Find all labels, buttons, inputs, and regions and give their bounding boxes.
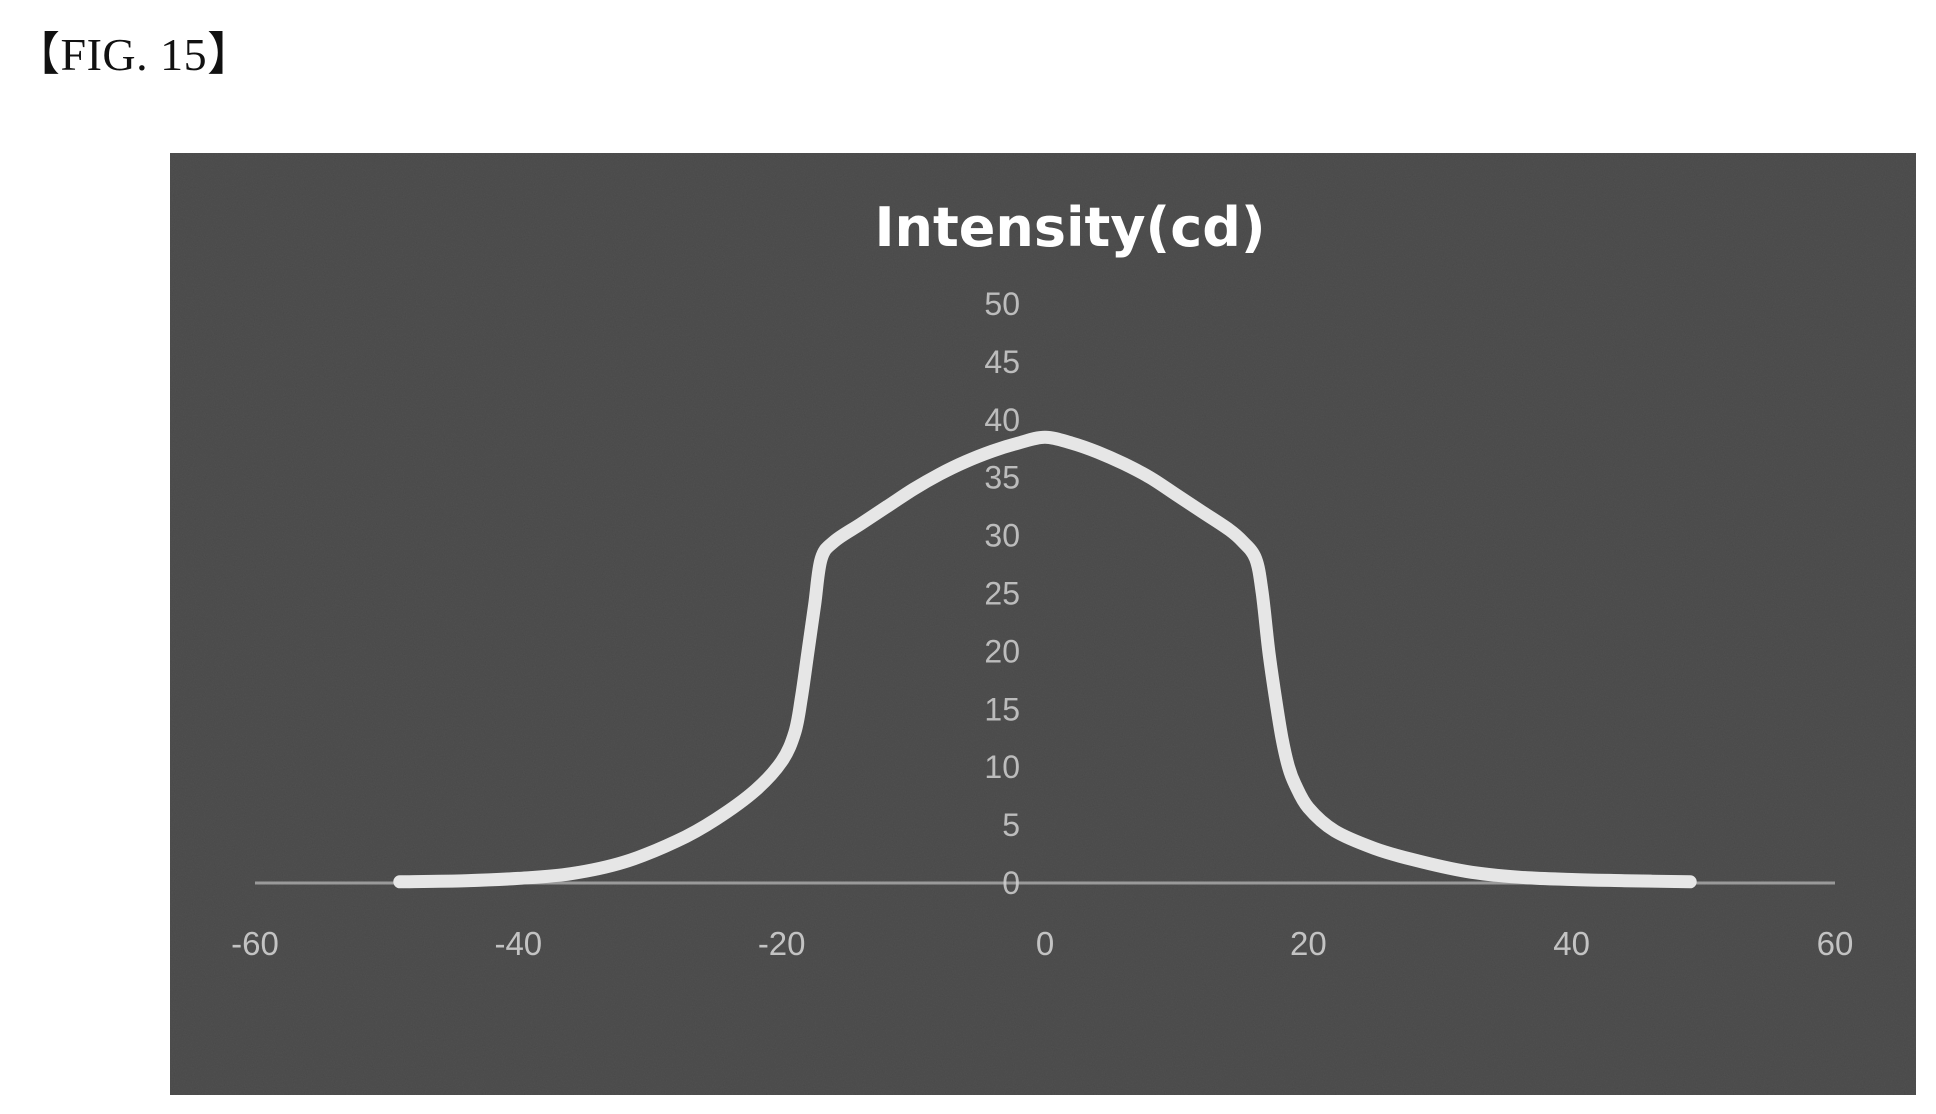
chart-background [170,153,1916,1095]
y-tick-label: 30 [984,518,1020,554]
y-tick-label: 50 [984,286,1020,322]
x-tick-label: 40 [1553,925,1590,962]
x-tick-label: 20 [1290,925,1327,962]
y-tick-label: 40 [984,402,1020,438]
y-tick-label: 25 [984,576,1020,612]
x-tick-label: 60 [1817,925,1854,962]
y-tick-label: 20 [984,633,1020,669]
x-tick-label: -20 [758,925,806,962]
x-tick-label: -40 [494,925,542,962]
intensity-series-line [393,430,1697,889]
figure-label: 【FIG. 15】 [14,29,254,80]
chart-panel: Intensity(cd) 0 5 10 15 20 25 30 35 40 45 50 -60 -4… [170,153,1916,1095]
intensity-chart: Intensity(cd) 0 5 10 15 20 25 30 35 40 45 50 -60 -4… [170,153,1916,1095]
y-tick-labels: 0 5 10 15 20 25 30 35 40 45 50 [984,286,1020,901]
y-tick-label: 45 [984,344,1020,380]
y-tick-label: 5 [1002,807,1020,843]
chart-title: Intensity(cd) [874,196,1265,259]
y-tick-label: 0 [1002,865,1020,901]
y-tick-label: 35 [984,460,1020,496]
x-tick-label: -60 [231,925,279,962]
x-tick-label: 0 [1036,925,1054,962]
y-tick-label: 15 [984,691,1020,727]
y-tick-label: 10 [984,749,1020,785]
x-tick-labels: -60 -40 -20 0 20 40 60 [231,925,1853,962]
